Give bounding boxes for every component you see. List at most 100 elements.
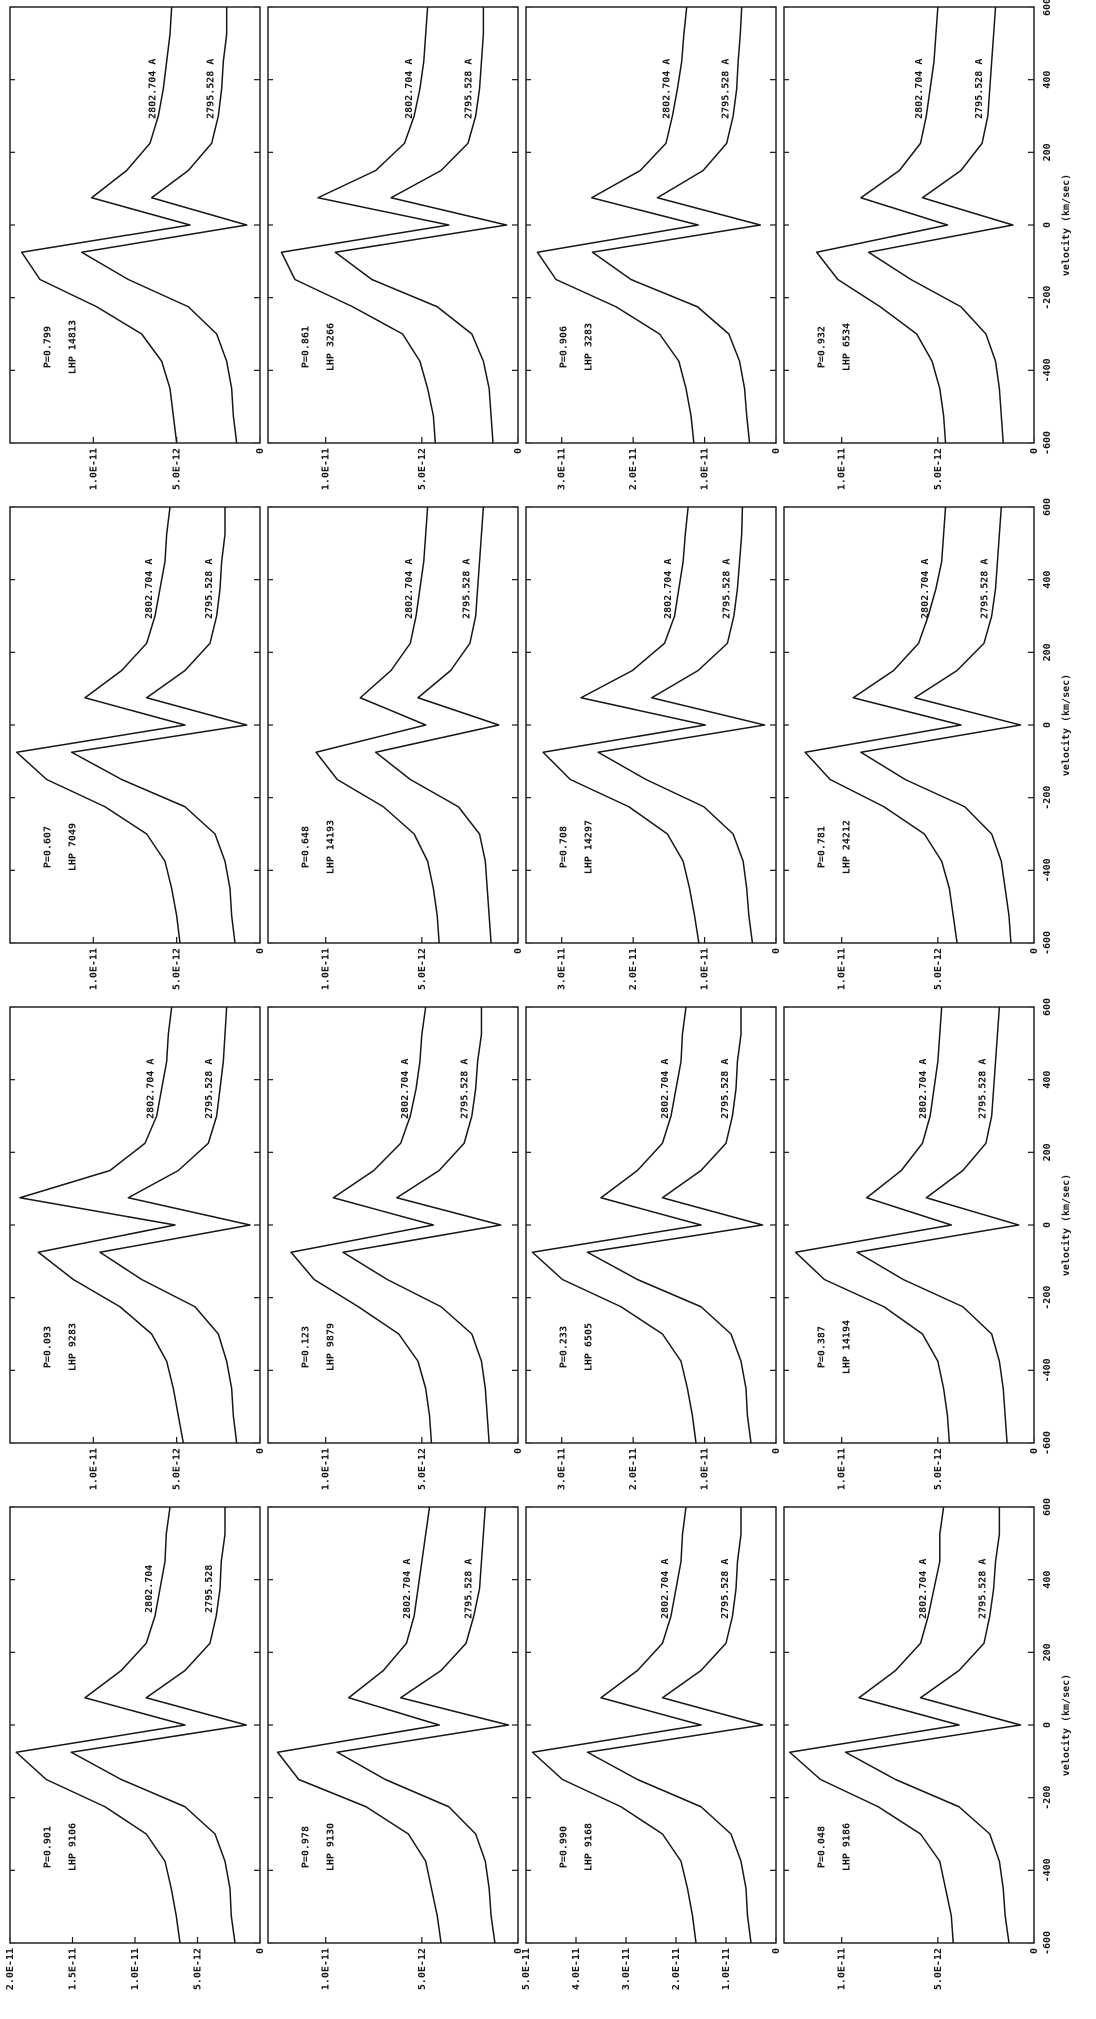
y-tick-label: 1.0E-11 xyxy=(837,448,848,490)
y-tick-label: 1.0E-11 xyxy=(321,948,332,990)
panel-annotation: LHP 9186 xyxy=(842,1823,853,1871)
panel-annotation: LHP 6505 xyxy=(584,1323,595,1371)
spectrum-line xyxy=(536,6,699,444)
y-tick-label: 5.0E-12 xyxy=(933,948,944,990)
y-tick-label: 5.0E-12 xyxy=(417,1448,428,1490)
panel-annotation: P=0.906 xyxy=(559,326,570,368)
spectrum-line xyxy=(280,6,450,444)
y-tick-label: 3.0E-11 xyxy=(557,448,568,490)
series-label: 2795.528 A xyxy=(464,1559,475,1619)
x-tick-label: 200 xyxy=(1042,643,1053,661)
y-tick-label: 1.0E-11 xyxy=(721,1948,732,1990)
y-tick-label: 1.0E-11 xyxy=(837,1948,848,1990)
y-tick-label: 1.0E-11 xyxy=(837,948,848,990)
x-tick-label: -600 xyxy=(1042,1931,1053,1955)
series-label: 2802.704 A xyxy=(918,1559,929,1619)
panel-annotation: P=0.093 xyxy=(43,1326,54,1368)
panel-annotation: P=0.861 xyxy=(301,326,312,368)
series-label: 2795.528 A xyxy=(978,1559,989,1619)
x-axis-label: velocity (km/sec) xyxy=(1060,1174,1072,1276)
panel-annotation: LHP 14193 xyxy=(326,820,337,874)
y-tick-label: 5.0E-12 xyxy=(933,448,944,490)
panel-annotation: LHP 3283 xyxy=(584,323,595,371)
y-tick-label: 0 xyxy=(771,448,782,454)
series-label: 2802.704 A xyxy=(660,1059,671,1119)
panel-annotation: P=0.799 xyxy=(43,326,54,368)
x-tick-label: 600 xyxy=(1042,0,1053,16)
series-label: 2795.528 A xyxy=(721,59,732,119)
series-label: 2802.704 A xyxy=(402,1559,413,1619)
spectrum-line xyxy=(20,6,191,444)
series-label: 2802.704 A xyxy=(660,1559,671,1619)
y-tick-label: 3.0E-11 xyxy=(621,1948,632,1990)
series-label: 2795.528 A xyxy=(978,1059,989,1119)
panel-annotation: P=0.901 xyxy=(43,1826,54,1868)
panel-annotation: P=0.048 xyxy=(817,1826,828,1868)
series-label: 2802.704 A xyxy=(661,59,672,119)
panel-annotation: LHP 14813 xyxy=(68,320,79,374)
spectrum-line xyxy=(789,1506,960,1944)
x-axis-label: velocity (km/sec) xyxy=(1060,174,1072,276)
y-tick-label: 3.0E-11 xyxy=(557,1448,568,1490)
panel-annotation: LHP 7049 xyxy=(68,823,79,871)
y-tick-label: 1.5E-11 xyxy=(68,1948,79,1990)
panel-annotation: P=0.233 xyxy=(559,1326,570,1368)
y-tick-label: 0 xyxy=(255,948,266,954)
spectrum-line xyxy=(531,1506,702,1944)
y-tick-label: 0 xyxy=(513,1448,524,1454)
y-tick-label: 0 xyxy=(513,448,524,454)
panel-annotation: P=0.607 xyxy=(43,826,54,868)
x-tick-label: -400 xyxy=(1042,1358,1053,1382)
y-tick-label: 5.0E-12 xyxy=(417,1948,428,1990)
series-label: 2802.704 A xyxy=(663,559,674,619)
y-tick-label: 1.0E-11 xyxy=(88,1448,99,1490)
y-tick-label: 1.0E-11 xyxy=(88,448,99,490)
spectrum-line xyxy=(15,506,186,944)
series-label: 2802.704 A xyxy=(404,559,415,619)
series-label: 2795.528 A xyxy=(206,59,217,119)
y-tick-label: 5.0E-11 xyxy=(521,1948,532,1990)
series-label: 2802.704 A xyxy=(144,559,155,619)
y-tick-label: 5.0E-12 xyxy=(933,1948,944,1990)
series-label: 2795.528 A xyxy=(974,59,985,119)
spectrum-line xyxy=(815,6,949,444)
series-label: 2802.704 xyxy=(144,1565,155,1613)
spectrum-line xyxy=(336,1506,510,1944)
y-tick-label: 0 xyxy=(1029,448,1040,454)
y-tick-label: 5.0E-12 xyxy=(417,948,428,990)
series-label: 2802.704 A xyxy=(404,59,415,119)
x-tick-label: 600 xyxy=(1042,998,1053,1016)
x-tick-label: -400 xyxy=(1042,1858,1053,1882)
y-tick-label: 5.0E-12 xyxy=(933,1448,944,1490)
spectrum-line xyxy=(531,1006,702,1444)
series-label: 2795.528 A xyxy=(204,1059,215,1119)
x-tick-label: 200 xyxy=(1042,1643,1053,1661)
spectrum-line xyxy=(844,1507,1022,1944)
panel-annotation: LHP 14194 xyxy=(842,1320,853,1374)
x-axis-label: velocity (km/sec) xyxy=(1060,674,1072,776)
series-label: 2795.528 A xyxy=(720,1059,731,1119)
panel-annotation: P=0.123 xyxy=(301,1326,312,1368)
panel-annotation: LHP 9130 xyxy=(326,1823,337,1871)
panel-annotation: P=0.708 xyxy=(559,826,570,868)
y-tick-label: 0 xyxy=(513,948,524,954)
panel-annotation: LHP 24212 xyxy=(842,820,853,874)
y-tick-label: 5.0E-12 xyxy=(172,1448,183,1490)
y-tick-label: 2.0E-11 xyxy=(671,1948,682,1990)
series-label: 2795.528 A xyxy=(462,559,473,619)
series-label: 2802.704 A xyxy=(146,1059,157,1119)
x-tick-label: 400 xyxy=(1042,1571,1053,1589)
y-tick-label: 1.0E-11 xyxy=(837,1448,848,1490)
y-tick-label: 0 xyxy=(1029,1448,1040,1454)
spectrum-line xyxy=(15,1506,186,1944)
y-tick-label: 1.0E-11 xyxy=(321,448,332,490)
x-tick-label: 0 xyxy=(1042,222,1053,228)
y-tick-label: 0 xyxy=(255,1948,266,1954)
y-tick-label: 1.0E-11 xyxy=(321,1948,332,1990)
y-tick-label: 2.0E-11 xyxy=(628,448,639,490)
y-tick-label: 1.0E-11 xyxy=(321,1448,332,1490)
x-tick-label: 600 xyxy=(1042,498,1053,516)
x-tick-label: -200 xyxy=(1042,786,1053,810)
spectrum-line xyxy=(597,506,766,944)
panel-annotation: LHP 3266 xyxy=(326,323,337,371)
